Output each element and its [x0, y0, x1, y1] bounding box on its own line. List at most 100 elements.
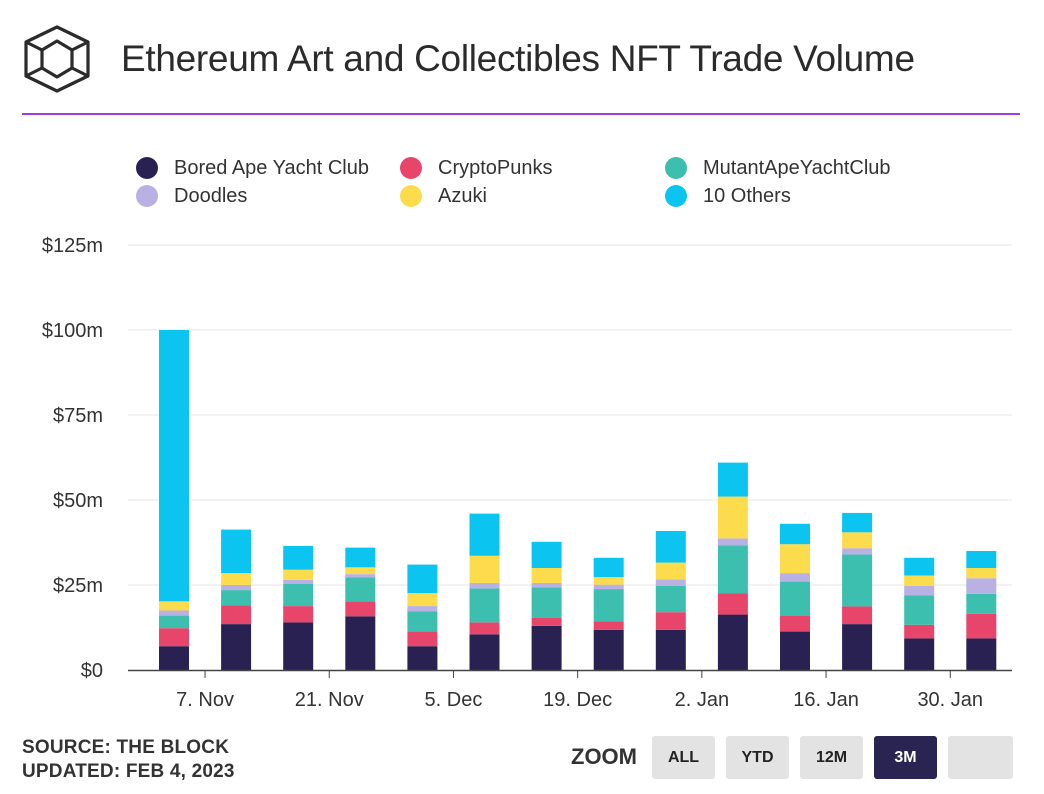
chart-legend: Bored Ape Yacht Club CryptoPunks MutantA…: [136, 155, 1036, 217]
legend-item-azuki[interactable]: Azuki: [400, 183, 487, 209]
bar-segment: [780, 631, 810, 670]
bar-segment: [842, 624, 873, 670]
legend-label: Doodles: [174, 184, 248, 207]
header: Ethereum Art and Collectibles NFT Trade …: [0, 0, 1044, 116]
bar-segment: [655, 585, 686, 613]
legend-item-bored-ape[interactable]: Bored Ape Yacht Club: [136, 155, 369, 181]
legend-swatch: [400, 185, 422, 207]
legend-item-cryptopunks[interactable]: CryptoPunks: [400, 155, 553, 181]
bar-segment: [966, 578, 997, 594]
legend-swatch: [136, 185, 158, 207]
bar-segment: [469, 622, 500, 635]
zoom-ytd-button[interactable]: YTD: [726, 736, 789, 779]
bar-segment: [593, 577, 624, 585]
bar-segment: [593, 557, 624, 578]
bar-segment: [283, 583, 314, 607]
bar-segment: [780, 544, 810, 574]
bar-segment: [655, 612, 686, 630]
bar-segment: [717, 614, 748, 670]
bar-segment: [780, 615, 810, 632]
bar-segment: [904, 585, 935, 596]
bar-segment: [717, 496, 748, 539]
bar-segment: [283, 622, 314, 670]
bar-segment: [966, 593, 997, 614]
x-tick-label: 2. Jan: [675, 689, 729, 711]
bar-segment: [469, 582, 500, 589]
zoom-12m-button[interactable]: 12M: [800, 736, 863, 779]
bar-segment: [717, 538, 748, 546]
chart-area: $0 $25m $50m $75m $100m $125m 7. Nov 21. Nov 5. …: [0, 225, 1044, 725]
bar-segment: [407, 564, 438, 594]
bar-segment: [407, 646, 438, 670]
bar-segment: [593, 629, 624, 670]
bar-segment: [904, 638, 935, 670]
bar-segment: [904, 595, 935, 625]
y-tick-label: $125m: [42, 235, 103, 257]
bar-segment: [407, 631, 438, 647]
bar-segment: [966, 613, 997, 639]
x-tick-label: 7. Nov: [176, 689, 234, 711]
bar-segment: [159, 601, 189, 611]
updated-label: UPDATED: FEB 4, 2023: [22, 761, 235, 782]
y-tick-label: $25m: [53, 575, 103, 597]
bar-segment: [904, 624, 935, 639]
bar-segment: [593, 584, 624, 590]
legend-swatch: [665, 157, 687, 179]
bar-segment: [221, 624, 252, 670]
zoom-3m-button[interactable]: 3M: [874, 736, 937, 779]
bar-segment: [283, 569, 314, 580]
bar-segment: [469, 513, 500, 556]
bar-segment: [221, 573, 252, 585]
legend-label: MutantApeYachtClub: [703, 156, 891, 179]
bar-segment: [159, 610, 189, 616]
bar-segment: [159, 646, 189, 670]
bar-segment: [842, 548, 873, 555]
bar-segment: [593, 589, 624, 622]
bar-segment: [842, 554, 873, 607]
bar-segment: [655, 579, 686, 586]
bar-segment: [966, 551, 997, 568]
bar-segment: [159, 330, 189, 602]
source-note: SOURCE: THE BLOCK UPDATED: FEB 4, 2023: [22, 736, 235, 784]
source-label: SOURCE: THE BLOCK: [22, 737, 230, 758]
bar-segment: [966, 568, 997, 579]
bar-segment: [717, 545, 748, 594]
bar-segment: [283, 545, 314, 570]
bar-segment: [780, 523, 810, 545]
legend-label: CryptoPunks: [438, 156, 553, 179]
legend-item-10-others[interactable]: 10 Others: [665, 183, 791, 209]
bar-segment: [469, 634, 500, 670]
the-block-logo-icon: [24, 25, 90, 93]
bar-segment: [159, 628, 189, 647]
bar-segment: [904, 557, 935, 576]
zoom-extra-button[interactable]: [948, 736, 1013, 779]
page-title: Ethereum Art and Collectibles NFT Trade …: [121, 38, 915, 79]
bar-segment: [531, 617, 562, 626]
bar-segment: [531, 587, 562, 618]
bar-segment: [966, 638, 997, 670]
zoom-all-button[interactable]: ALL: [652, 736, 715, 779]
bar-segment: [283, 579, 314, 584]
x-tick-label: 21. Nov: [295, 689, 364, 711]
x-tick-label: 30. Jan: [917, 689, 983, 711]
y-tick-label: $75m: [53, 405, 103, 427]
bar-segment: [345, 574, 376, 578]
y-tick-label: $100m: [42, 320, 103, 342]
bar-segment: [345, 547, 376, 568]
bar-segment: [221, 590, 252, 606]
bar-segment: [345, 616, 376, 670]
bar-segment: [717, 593, 748, 615]
bar-segment: [159, 615, 189, 629]
bar-segment: [655, 530, 686, 563]
title-divider: [22, 113, 1020, 115]
y-tick-label: $50m: [53, 490, 103, 512]
bar-segment: [531, 625, 562, 670]
bar-segment: [531, 541, 562, 568]
bar-segment: [531, 582, 562, 588]
bar-segment: [842, 512, 873, 533]
legend-item-mutant-ape[interactable]: MutantApeYachtClub: [665, 155, 891, 181]
legend-item-doodles[interactable]: Doodles: [136, 183, 247, 209]
bar-segment: [780, 581, 810, 616]
bar-segment: [469, 555, 500, 583]
bar-segment: [407, 593, 438, 607]
